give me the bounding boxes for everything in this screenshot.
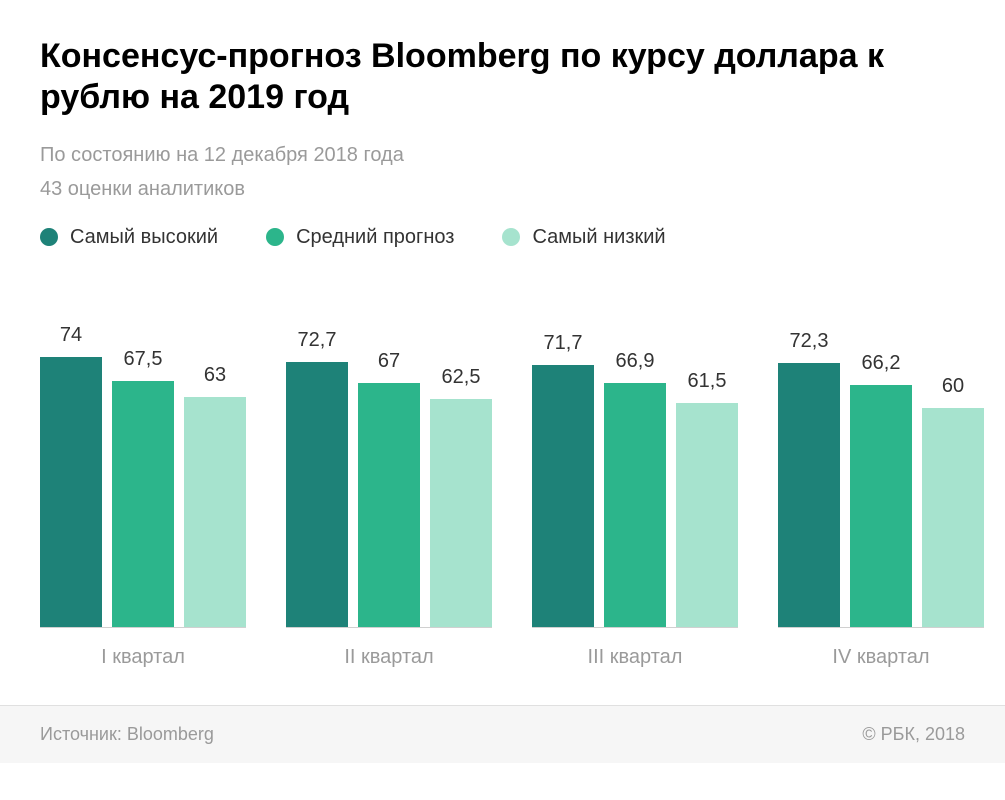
value-label: 74 [60,324,82,347]
chart-title: Консенсус-прогноз Bloomberg по курсу дол… [40,36,965,118]
bar-q3-high: 71,7 [532,332,594,627]
bar-q2-high: 72,7 [286,329,348,627]
value-label: 71,7 [544,332,583,355]
copyright-label: © РБК, 2018 [862,724,965,745]
bar [112,381,174,627]
value-label: 61,5 [688,370,727,393]
chart-subtitle-date: По состоянию на 12 декабря 2018 года [40,140,965,170]
category-label-q2: II квартал [286,628,492,669]
bar-q3-mid: 66,9 [604,350,666,627]
bar [532,365,594,627]
legend-item-low: Самый низкий [502,226,665,249]
value-label: 72,7 [298,329,337,352]
bar-q4-mid: 66,2 [850,352,912,627]
bar [676,403,738,627]
legend-swatch-mid [266,228,284,246]
bars-q1: 74 67,5 63 [40,319,246,628]
bar [286,362,348,627]
group-q2: 72,7 67 62,5 II квартал [286,319,492,669]
group-q1: 74 67,5 63 I квартал [40,319,246,669]
category-label-q3: III квартал [532,628,738,669]
category-label-q1: I квартал [40,628,246,669]
bar-q2-mid: 67 [358,350,420,627]
legend: Самый высокий Средний прогноз Самый низк… [40,226,965,249]
legend-label-low: Самый низкий [532,226,665,249]
legend-swatch-low [502,228,520,246]
value-label: 63 [204,364,226,387]
bars-q4: 72,3 66,2 60 [778,319,984,628]
group-q3: 71,7 66,9 61,5 III квартал [532,319,738,669]
legend-item-mid: Средний прогноз [266,226,454,249]
legend-swatch-high [40,228,58,246]
bar [778,363,840,627]
value-label: 66,2 [862,352,901,375]
bar-q4-high: 72,3 [778,330,840,627]
bar [184,397,246,627]
bar [40,357,102,627]
legend-item-high: Самый высокий [40,226,218,249]
bar-q1-high: 74 [40,324,102,627]
chart-subtitle-count: 43 оценки аналитиков [40,174,965,204]
legend-label-high: Самый высокий [70,226,218,249]
bar-q3-low: 61,5 [676,370,738,627]
bar-q4-low: 60 [922,375,984,627]
value-label: 66,9 [616,350,655,373]
value-label: 72,3 [790,330,829,353]
bar [922,408,984,627]
value-label: 62,5 [442,366,481,389]
bar-q1-mid: 67,5 [112,348,174,627]
chart-footer: Источник: Bloomberg © РБК, 2018 [0,705,1005,763]
category-label-q4: IV квартал [778,628,984,669]
bars-q3: 71,7 66,9 61,5 [532,319,738,628]
legend-label-mid: Средний прогноз [296,226,454,249]
group-q4: 72,3 66,2 60 IV квартал [778,319,984,669]
bar-q1-low: 63 [184,364,246,627]
bar [604,383,666,627]
value-label: 67,5 [124,348,163,371]
bars-q2: 72,7 67 62,5 [286,319,492,628]
value-label: 60 [942,375,964,398]
bar [850,385,912,627]
value-label: 67 [378,350,400,373]
source-label: Источник: Bloomberg [40,724,214,745]
bar-chart: 74 67,5 63 I квартал 72,7 [40,269,965,669]
bar-q2-low: 62,5 [430,366,492,627]
bar [358,383,420,627]
bar [430,399,492,627]
